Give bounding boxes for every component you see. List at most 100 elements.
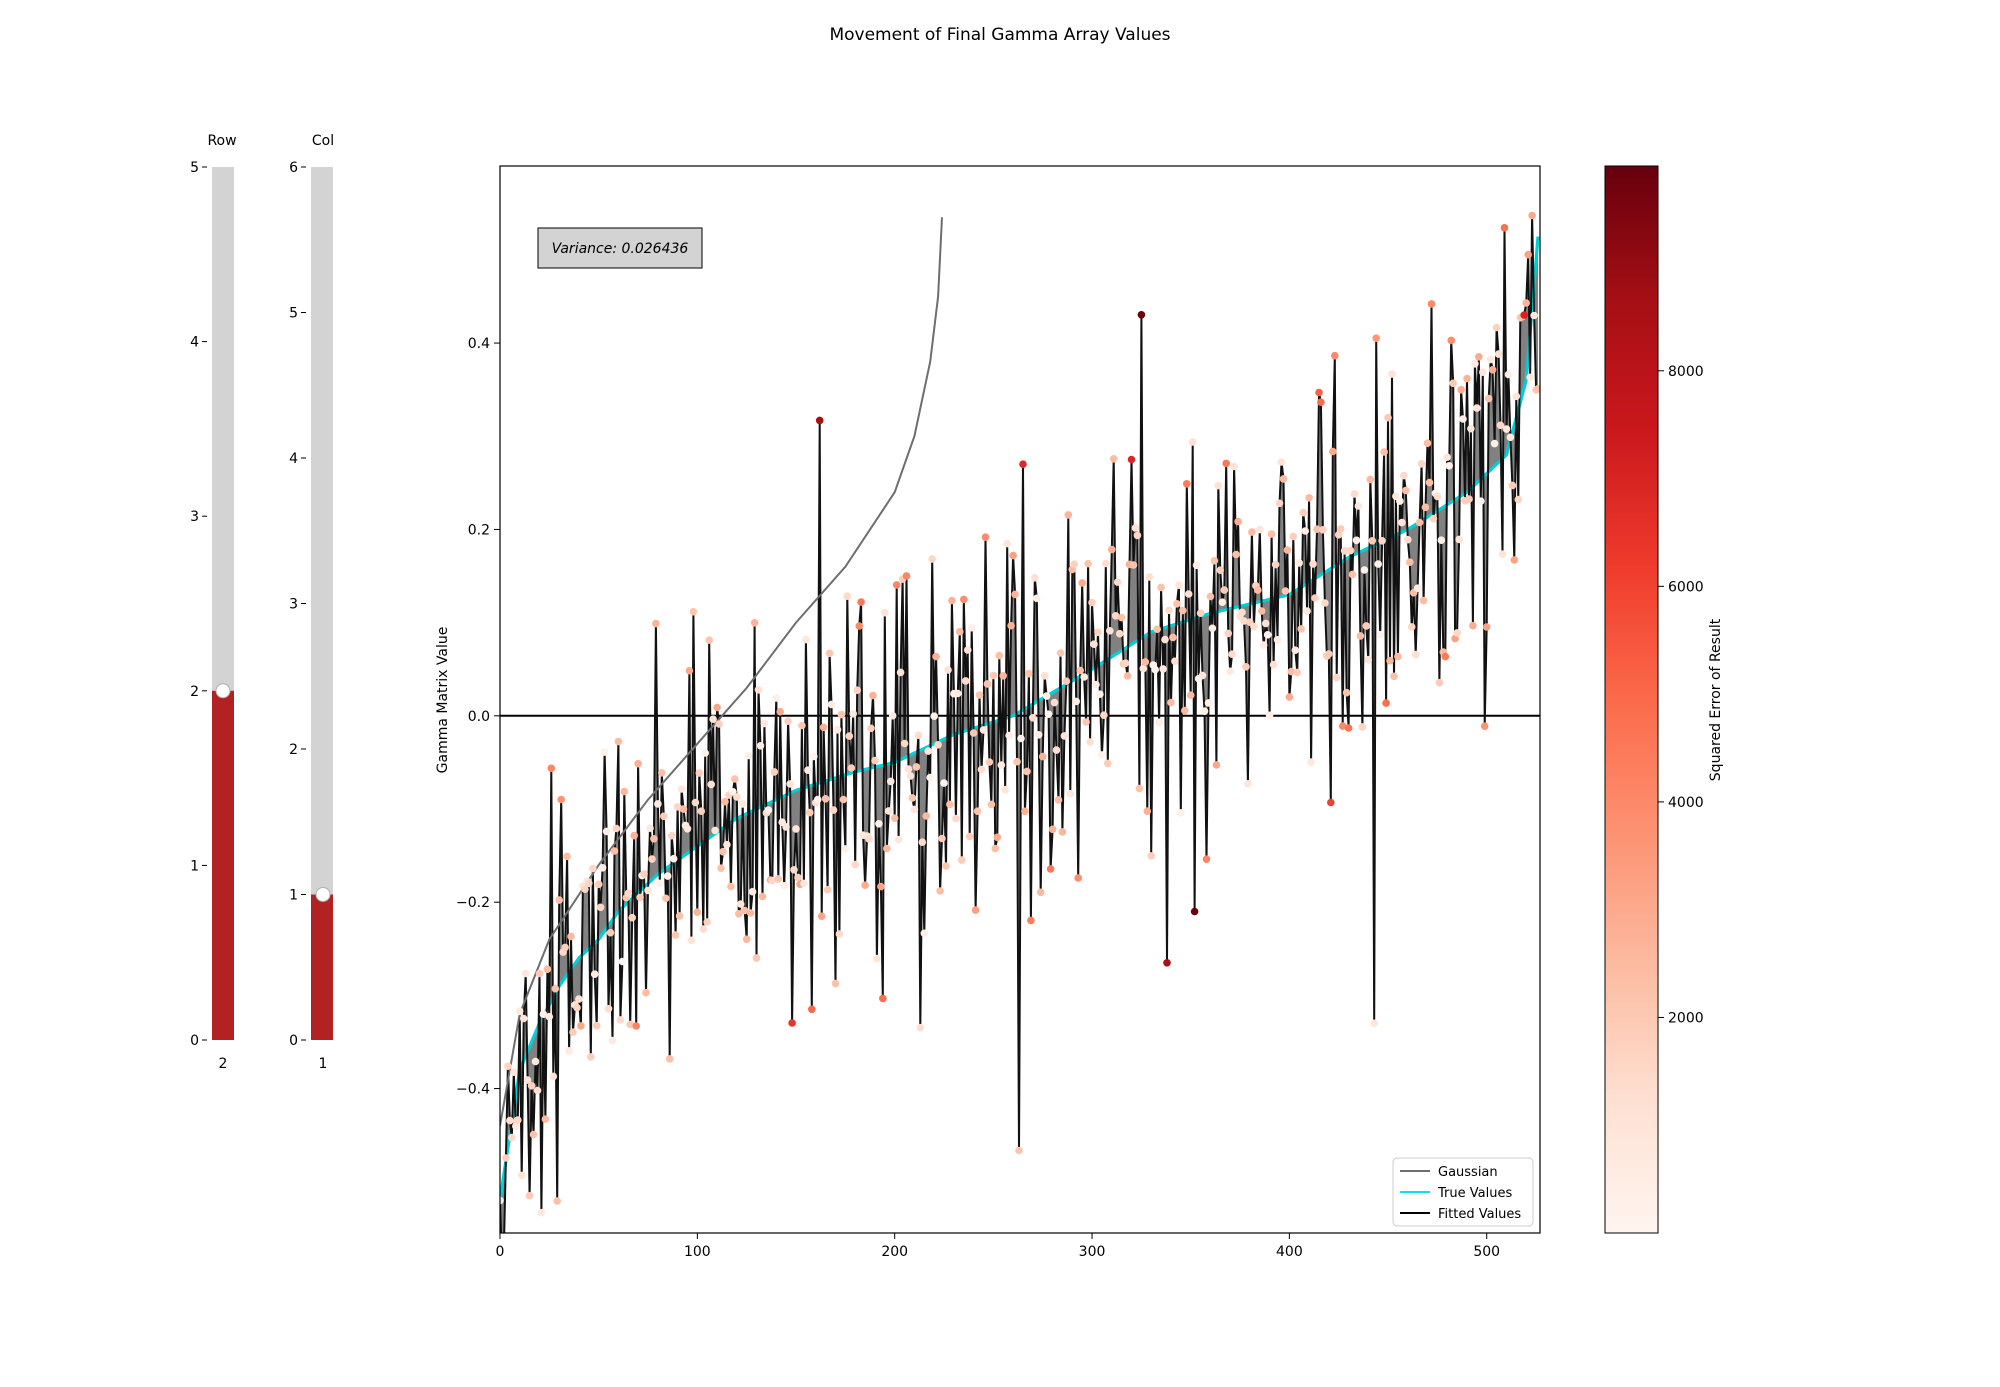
- fitted-point: [1021, 807, 1029, 816]
- fitted-points: [498, 211, 1540, 1271]
- fitted-point: [782, 823, 790, 831]
- fitted-point: [750, 619, 759, 627]
- fitted-point: [687, 936, 696, 945]
- fitted-point: [932, 652, 940, 661]
- fitted-point: [1423, 439, 1432, 448]
- fitted-point: [502, 1154, 510, 1162]
- fitted-point: [1530, 311, 1538, 320]
- fitted-point: [1380, 448, 1388, 456]
- fitted-point: [1111, 612, 1120, 620]
- fitted-point: [1186, 691, 1195, 699]
- fitted-point: [740, 906, 749, 915]
- fitted-point: [1441, 652, 1450, 661]
- fitted-point: [1224, 629, 1232, 638]
- legend-box: [1392, 1157, 1534, 1227]
- fitted-point: [1058, 828, 1067, 836]
- fitted-point: [1514, 495, 1523, 504]
- fitted-point: [1222, 459, 1230, 468]
- fitted-point: [498, 1263, 506, 1271]
- fitted-point: [1226, 667, 1234, 676]
- fitted-point: [719, 847, 727, 856]
- fitted-point: [784, 717, 792, 725]
- fitted-point: [592, 1021, 601, 1030]
- col-tick-label: 1: [289, 888, 298, 904]
- fitted-point: [993, 833, 1002, 842]
- fitted-point: [871, 756, 879, 765]
- fitted-point: [1179, 606, 1187, 615]
- fitted-point: [1502, 425, 1511, 433]
- fitted-point: [1313, 525, 1321, 533]
- fitted-point: [1242, 663, 1250, 671]
- col-tick-label: 4: [289, 451, 298, 467]
- fitted-point: [606, 928, 615, 937]
- col-tick-label: 6: [289, 160, 298, 176]
- col-slider-value: 1: [319, 1056, 328, 1072]
- fitted-point: [908, 794, 917, 802]
- x-tick-label: 200: [881, 1244, 908, 1260]
- fitted-point: [892, 581, 901, 589]
- col-slider[interactable]: Col 0 1 2 3 4 5 6 1: [289, 133, 334, 1072]
- fitted-point: [1204, 699, 1213, 707]
- fitted-point: [1183, 480, 1191, 488]
- fitted-point: [642, 988, 650, 997]
- fitted-point: [563, 852, 571, 861]
- row-slider[interactable]: Row 0 1 2 3 4 5 2: [190, 133, 236, 1072]
- fitted-point: [510, 1068, 518, 1076]
- fitted-point: [551, 984, 560, 993]
- fitted-point: [918, 838, 927, 846]
- fitted-point: [1279, 475, 1288, 483]
- fitted-point: [1200, 707, 1209, 715]
- fitted-point: [869, 691, 877, 700]
- fitted-point: [1413, 584, 1422, 592]
- col-slider-track[interactable]: [311, 167, 333, 1040]
- fitted-point: [1256, 525, 1264, 534]
- fitted-point: [738, 800, 747, 808]
- colorbar-tick-label: 6000: [1668, 579, 1704, 595]
- fitted-point: [1301, 527, 1309, 535]
- colorbar: 2000 4000 6000 8000 Squared Error of Result: [1604, 165, 1724, 1234]
- fitted-point: [1013, 757, 1021, 766]
- fitted-point: [997, 761, 1006, 769]
- fitted-point: [618, 957, 627, 966]
- fitted-point: [1406, 558, 1414, 566]
- fitted-point: [646, 824, 654, 832]
- fitted-point: [865, 835, 873, 843]
- fitted-point: [1109, 455, 1118, 463]
- fitted-point: [881, 608, 889, 617]
- fitted-point: [660, 812, 668, 821]
- col-tick-label: 2: [289, 742, 298, 758]
- row-tick-label: 0: [190, 1033, 199, 1049]
- fitted-point: [1177, 809, 1185, 817]
- fitted-point: [663, 872, 672, 880]
- fitted-point: [1459, 415, 1467, 423]
- fitted-point: [575, 995, 583, 1003]
- fitted-point: [1366, 475, 1375, 484]
- fitted-point: [1131, 524, 1140, 532]
- x-tick-label: 400: [1276, 1244, 1303, 1260]
- fitted-point: [1289, 532, 1298, 541]
- fitted-point: [1230, 462, 1238, 471]
- fitted-point: [958, 856, 966, 864]
- fitted-point: [1173, 600, 1181, 608]
- col-slider-handle[interactable]: [315, 887, 331, 902]
- fitted-point: [1376, 630, 1384, 639]
- fitted-point: [837, 710, 846, 719]
- fitted-point: [614, 737, 623, 746]
- fitted-point: [1437, 536, 1446, 544]
- fitted-point: [1263, 631, 1272, 639]
- fitted-point: [521, 969, 530, 978]
- fitted-point: [1196, 609, 1205, 617]
- fitted-point: [701, 749, 709, 757]
- fitted-point: [827, 700, 836, 709]
- row-slider-handle[interactable]: [215, 683, 231, 699]
- fitted-point: [1086, 738, 1094, 746]
- fitted-point: [1129, 561, 1138, 569]
- fitted-point: [1159, 665, 1167, 673]
- fitted-point: [821, 795, 830, 803]
- fitted-point: [746, 909, 755, 917]
- fitted-point: [973, 807, 982, 815]
- fitted-point: [1297, 625, 1305, 633]
- fitted-point: [1072, 697, 1080, 706]
- fitted-point: [735, 910, 743, 918]
- fitted-point: [804, 766, 812, 774]
